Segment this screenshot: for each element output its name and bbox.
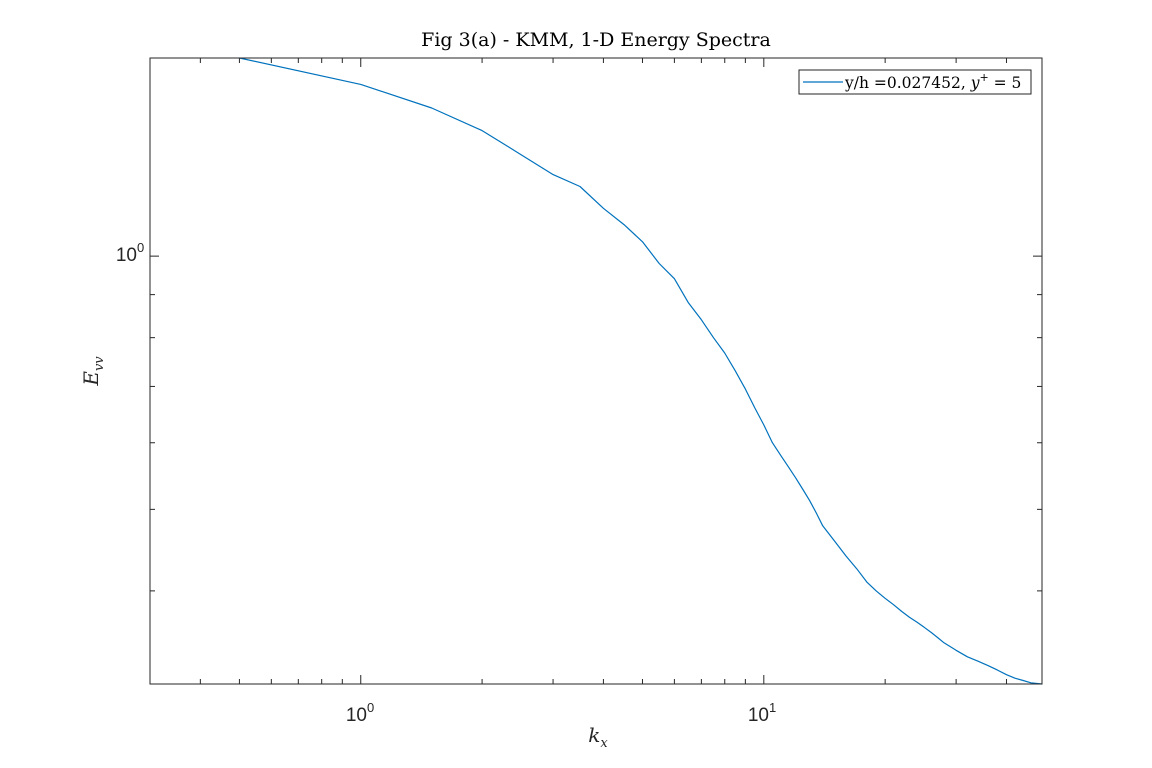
series-line [239, 57, 1043, 685]
x-axis-label: kx [588, 723, 608, 751]
axes-frame [149, 57, 1043, 685]
x-tick-label-1: 100 [346, 700, 374, 726]
axes-background [150, 58, 1042, 684]
major-ticks [150, 58, 1042, 684]
chart-title: Fig 3(a) - KMM, 1-D Energy Spectra [421, 29, 771, 51]
y-tick-label-1: 100 [116, 240, 144, 266]
legend-entry-label: y/h =0.027452, y+ = 5 [844, 71, 1021, 92]
legend: y/h =0.027452, y+ = 5 [798, 69, 1032, 95]
x-tick-label-10: 101 [748, 700, 776, 726]
minor-ticks [150, 58, 1042, 684]
y-axis-label: Evv [79, 356, 107, 387]
